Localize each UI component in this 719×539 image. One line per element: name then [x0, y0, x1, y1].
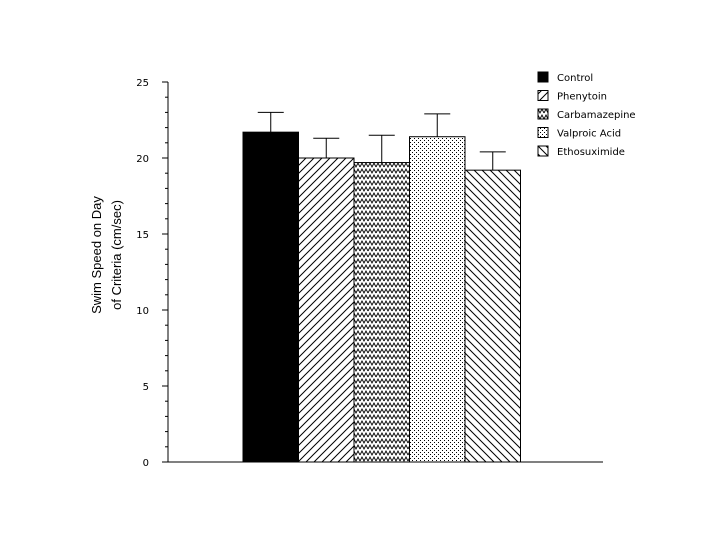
legend-label: Phenytoin — [557, 92, 607, 103]
legend-swatch — [537, 90, 549, 101]
bar-carbamazepine — [353, 162, 410, 463]
y-axis-title: Swim Speed on Day of Criteria (cm/sec) — [89, 196, 124, 314]
legend: Control Phenytoin Carbamazepine Valproic Ac… — [537, 71, 636, 158]
bar-valproic-acid — [409, 136, 466, 463]
y-tick-label: 10 — [136, 306, 149, 317]
y-tick-label: 0 — [143, 458, 149, 469]
legend-swatch — [537, 127, 549, 138]
y-tick-label: 25 — [136, 78, 149, 89]
y-tick-label: 5 — [143, 382, 149, 393]
legend-label: Control — [557, 73, 593, 84]
y-axis-title-line-1: Swim Speed on Day — [89, 196, 104, 314]
bars — [242, 111, 521, 463]
legend-label: Valproic Acid — [557, 129, 621, 140]
legend-label: Carbamazepine — [557, 110, 636, 121]
y-tick-label: 20 — [136, 154, 149, 165]
legend-swatch — [537, 108, 549, 120]
y-ticks: 0 5 10 15 20 25 — [136, 78, 168, 469]
y-tick-label: 15 — [136, 230, 149, 241]
legend-label: Ethosuximide — [557, 147, 625, 158]
bar-ethosuximide — [464, 169, 521, 463]
bar-phenytoin — [298, 157, 355, 463]
bar-control — [242, 131, 299, 463]
y-axis-title-line-2: of Criteria (cm/sec) — [109, 200, 124, 310]
legend-swatch — [537, 71, 549, 83]
legend-swatch — [537, 145, 549, 157]
